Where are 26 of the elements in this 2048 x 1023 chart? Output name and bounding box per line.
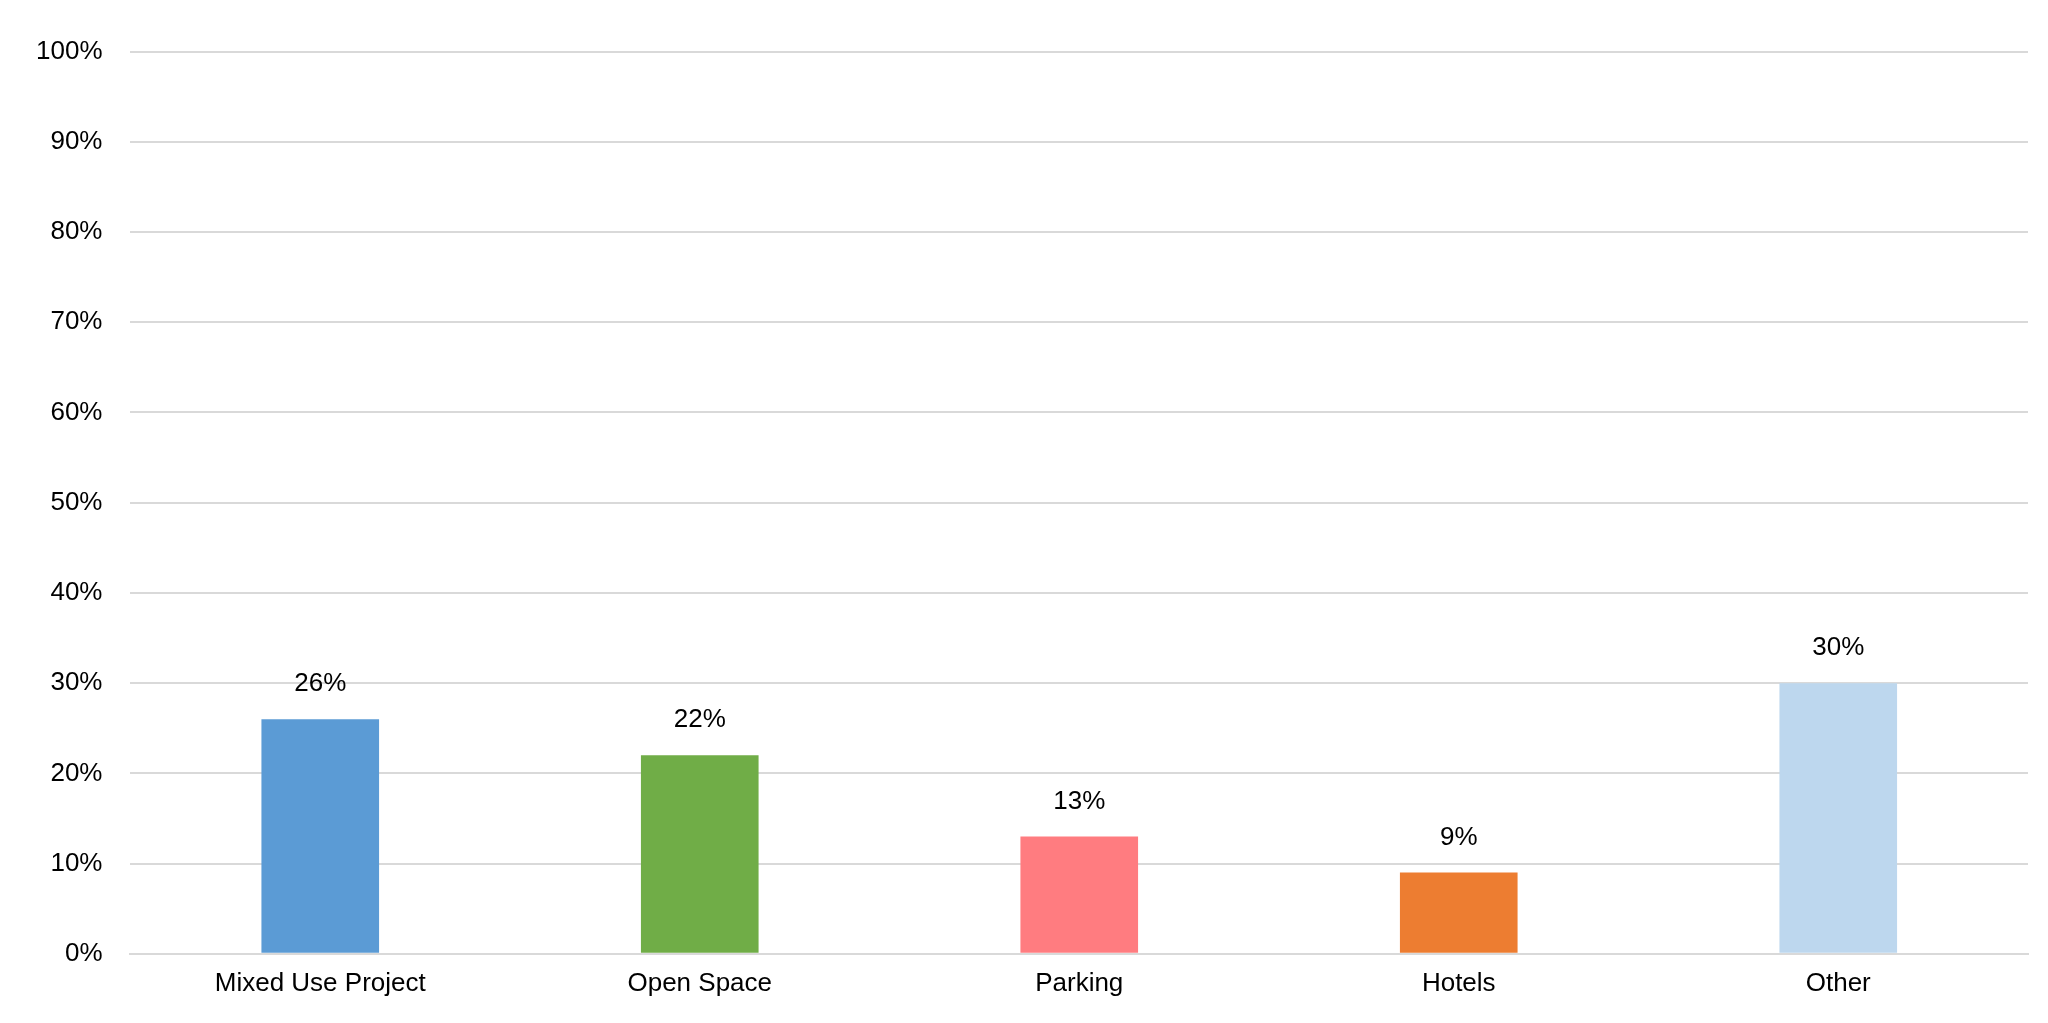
data-label: 9% <box>1439 820 1478 851</box>
y-tick-label: 50% <box>50 485 103 516</box>
bar <box>1020 836 1139 953</box>
bar <box>261 719 380 953</box>
bar <box>1779 683 1898 953</box>
y-tick-label: 80% <box>50 215 103 246</box>
x-tick-label: Hotels <box>1421 966 1496 997</box>
data-label: 13% <box>1053 784 1106 815</box>
x-tick-label: Mixed Use Project <box>214 966 427 997</box>
y-tick-label: 20% <box>50 756 103 787</box>
y-tick-label: 40% <box>50 576 103 607</box>
y-tick-label: 90% <box>50 124 103 155</box>
y-tick-label: 70% <box>50 305 103 336</box>
x-tick-label: Other <box>1805 966 1872 997</box>
x-tick-label: Parking <box>1035 966 1124 997</box>
data-label: 30% <box>1812 631 1865 662</box>
y-tick-label: 60% <box>50 395 103 426</box>
bar <box>640 755 759 953</box>
y-tick-label: 0% <box>64 936 103 967</box>
x-tick-label: Open Space <box>627 966 773 997</box>
data-label: 22% <box>673 703 726 734</box>
bar <box>1399 872 1518 953</box>
y-tick-label: 100% <box>36 34 103 65</box>
y-tick-label: 10% <box>50 846 103 877</box>
data-label: 26% <box>294 667 347 698</box>
y-tick-label: 30% <box>50 666 103 697</box>
